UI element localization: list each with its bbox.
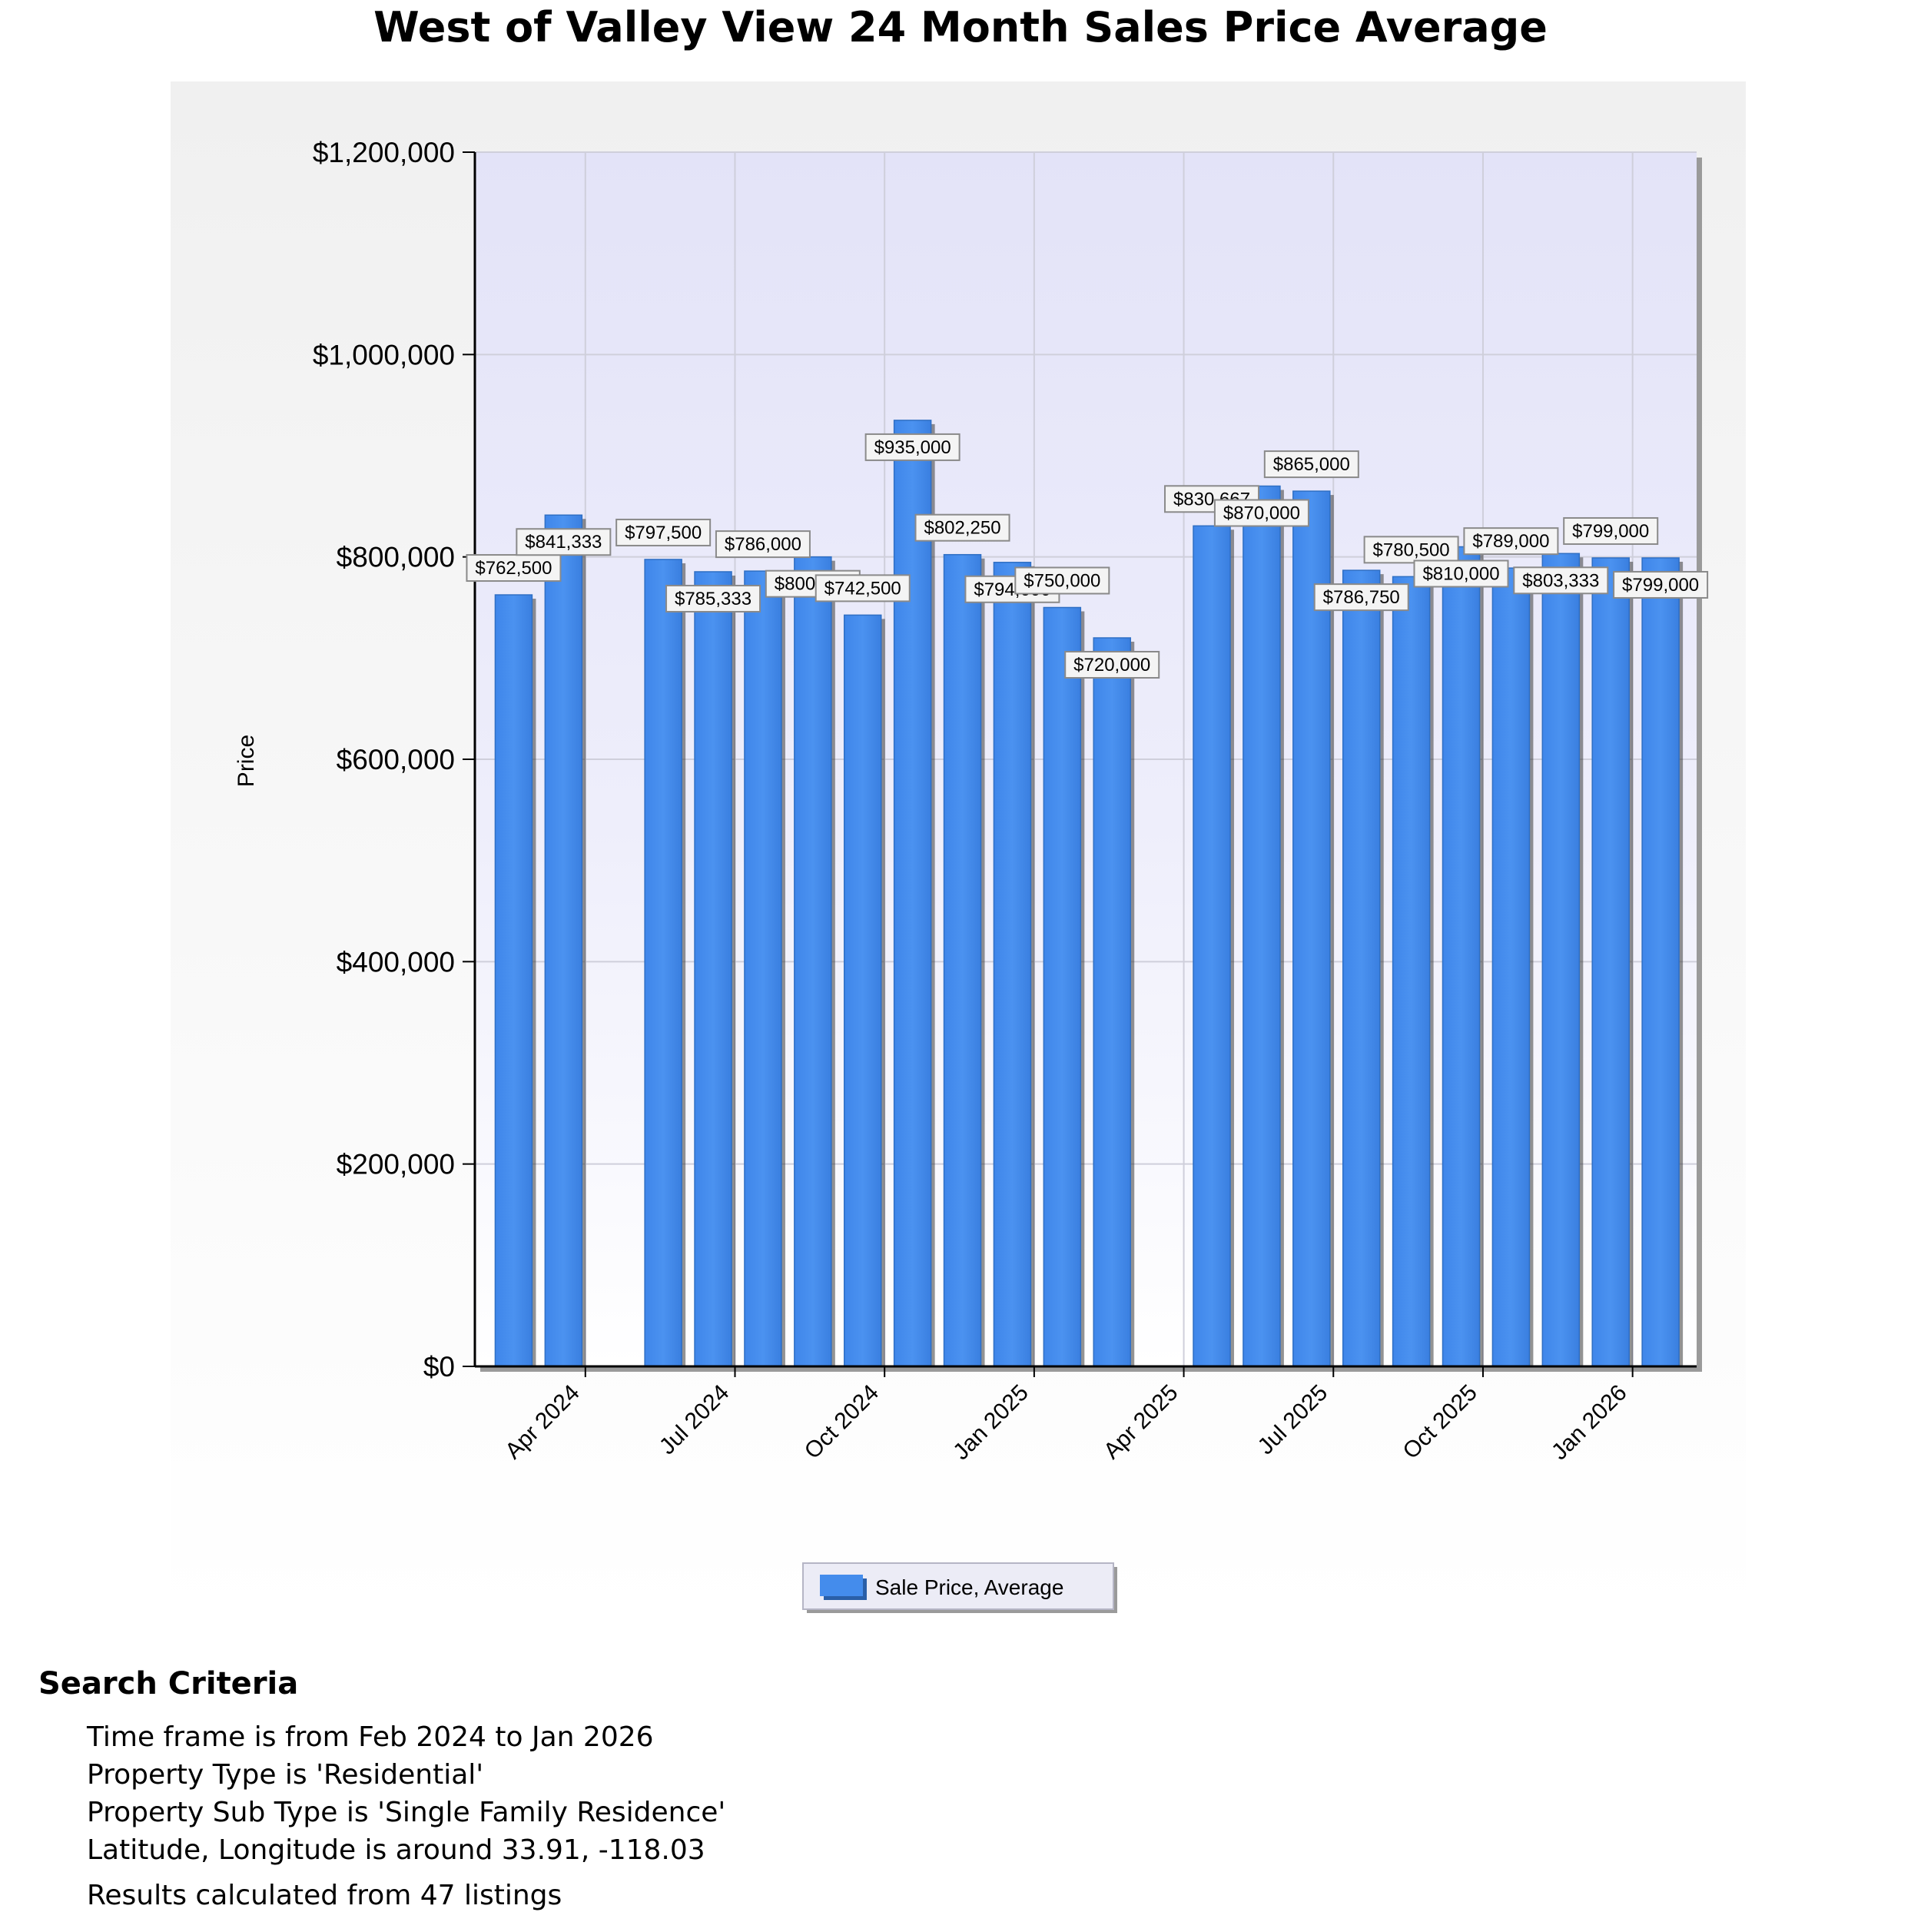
data-label-box xyxy=(1613,570,1709,599)
data-label-box xyxy=(1363,536,1459,564)
data-label: $762,500 xyxy=(475,558,552,579)
data-label: $780,500 xyxy=(1373,539,1450,560)
bar xyxy=(1243,485,1281,1367)
data-label: $786,000 xyxy=(725,534,801,555)
bar xyxy=(1193,525,1231,1367)
y-tick-label: $400,000 xyxy=(337,946,455,978)
data-label-box xyxy=(1064,651,1160,679)
y-tick-label: $200,000 xyxy=(337,1149,455,1180)
legend-swatch xyxy=(820,1575,863,1596)
data-label-box xyxy=(1213,499,1309,527)
bar xyxy=(1442,546,1481,1367)
y-tick-label: $0 xyxy=(423,1351,455,1383)
bar xyxy=(843,614,882,1367)
data-label-box xyxy=(1014,566,1110,595)
data-label: $720,000 xyxy=(1073,655,1150,676)
data-label-box xyxy=(1463,527,1559,556)
y-tick-label: $1,200,000 xyxy=(313,137,455,168)
criteria-time-frame: Time frame is from Feb 2024 to Jan 2026 xyxy=(87,1721,654,1753)
bar xyxy=(544,514,583,1367)
bar xyxy=(1342,569,1381,1367)
data-label: $799,000 xyxy=(1572,521,1649,542)
y-tick-label: $1,000,000 xyxy=(313,339,455,370)
y-axis-title: Price xyxy=(234,735,259,787)
bar xyxy=(893,420,932,1367)
data-label: $810,000 xyxy=(1422,564,1499,585)
y-tick-label: $800,000 xyxy=(337,542,455,573)
data-label: $803,333 xyxy=(1522,570,1599,591)
bar xyxy=(1491,567,1531,1367)
data-label: $785,333 xyxy=(675,589,751,609)
data-label-box xyxy=(1313,583,1409,612)
data-label: $870,000 xyxy=(1223,503,1300,524)
data-label: $799,000 xyxy=(1622,575,1699,596)
data-label-box xyxy=(1413,559,1509,588)
bar xyxy=(494,594,533,1367)
bar xyxy=(1641,557,1680,1367)
criteria-results-count: Results calculated from 47 listings xyxy=(87,1880,562,1911)
data-label-box xyxy=(715,530,811,559)
search-criteria: Search Criteria Time frame is from Feb 2… xyxy=(38,1666,725,1911)
data-label-box xyxy=(1263,450,1359,479)
bar xyxy=(1541,553,1581,1367)
bar xyxy=(744,570,782,1367)
bar xyxy=(644,559,682,1367)
bar xyxy=(694,571,732,1367)
bar xyxy=(1292,490,1331,1367)
bar xyxy=(993,562,1032,1367)
bar-chart: $0 $200,000 $400,000 $600,000 $800,000 $1,000… xyxy=(171,81,1746,1618)
data-label: $865,000 xyxy=(1273,454,1350,475)
data-label-box xyxy=(615,518,712,546)
bar xyxy=(943,553,982,1367)
data-label-box xyxy=(466,554,562,583)
bar xyxy=(794,556,832,1367)
bar xyxy=(1392,576,1431,1367)
data-label: $789,000 xyxy=(1472,531,1549,552)
search-criteria-heading: Search Criteria xyxy=(38,1666,299,1701)
data-label-box xyxy=(1513,566,1609,595)
bar xyxy=(1043,606,1082,1367)
legend: Sale Price, Average xyxy=(802,1562,1117,1613)
bar xyxy=(1093,637,1131,1367)
criteria-property-sub-type: Property Sub Type is 'Single Family Resi… xyxy=(87,1797,726,1828)
data-label: $742,500 xyxy=(824,578,901,599)
data-label: $935,000 xyxy=(874,437,951,458)
data-label: $841,333 xyxy=(525,532,602,553)
data-label-box xyxy=(864,433,960,461)
data-label-box xyxy=(815,574,911,603)
criteria-property-type: Property Type is 'Residential' xyxy=(87,1759,484,1791)
data-label: $797,500 xyxy=(625,523,702,543)
legend-label: Sale Price, Average xyxy=(875,1575,1063,1599)
data-label-box xyxy=(516,528,612,556)
bar xyxy=(1591,557,1630,1367)
data-label-box xyxy=(1563,516,1659,545)
data-label-box xyxy=(914,513,1010,542)
data-label: $786,750 xyxy=(1323,587,1400,608)
chart-title: West of Valley View 24 Month Sales Price… xyxy=(373,3,1548,51)
y-tick-label: $600,000 xyxy=(337,744,455,775)
data-label-box xyxy=(665,584,761,612)
data-label: $802,250 xyxy=(924,518,1000,539)
criteria-lat-long: Latitude, Longitude is around 33.91, -11… xyxy=(87,1834,705,1866)
data-label: $750,000 xyxy=(1024,571,1100,592)
